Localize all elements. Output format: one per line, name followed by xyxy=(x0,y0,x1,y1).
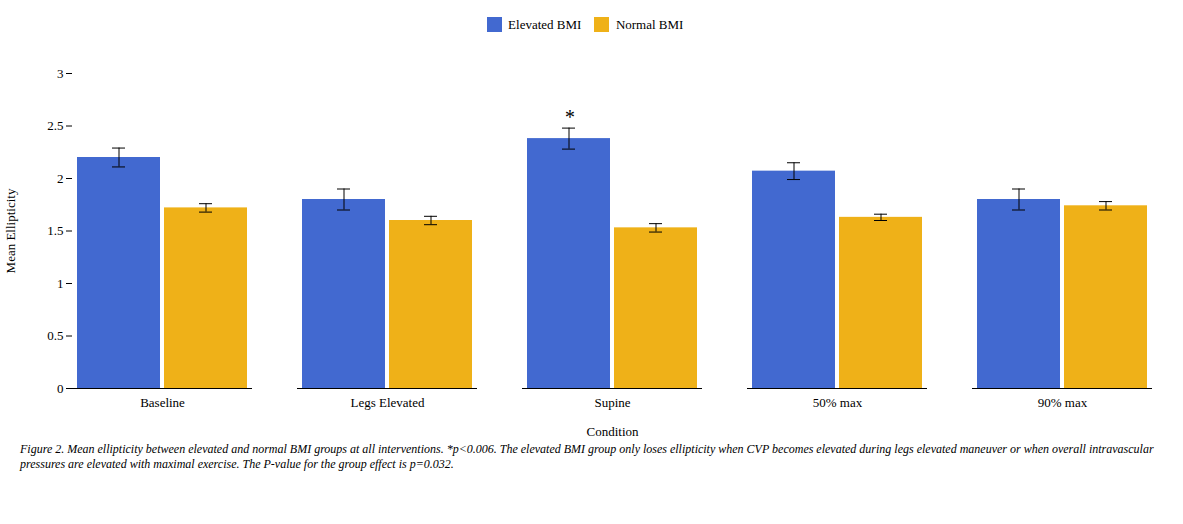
svg-text:2: 2 xyxy=(57,170,64,185)
svg-text:0.5: 0.5 xyxy=(47,328,63,343)
svg-text:0: 0 xyxy=(57,380,64,395)
svg-text:Mean Ellipticity: Mean Ellipticity xyxy=(3,188,18,273)
svg-text:1: 1 xyxy=(57,275,64,290)
svg-text:Condition: Condition xyxy=(586,423,639,438)
svg-text:Legs Elevated: Legs Elevated xyxy=(351,394,425,409)
svg-text:50% max: 50% max xyxy=(813,394,863,409)
svg-text:*: * xyxy=(564,106,574,128)
html-text:Elevated BMI: Elevated BMI xyxy=(508,16,582,32)
html-text:Figure 2. Mean ellipticity bet: Figure 2. Mean ellipticity between eleva… xyxy=(20,441,1154,472)
svg-text:1.5: 1.5 xyxy=(47,223,63,238)
html-text:Normal BMI: Normal BMI xyxy=(615,16,684,32)
svg-text:Baseline: Baseline xyxy=(140,394,185,409)
svg-text:Supine: Supine xyxy=(594,394,630,409)
svg-text:3: 3 xyxy=(57,65,64,80)
svg-text:2.5: 2.5 xyxy=(47,118,63,133)
svg-text:90% max: 90% max xyxy=(1038,394,1088,409)
